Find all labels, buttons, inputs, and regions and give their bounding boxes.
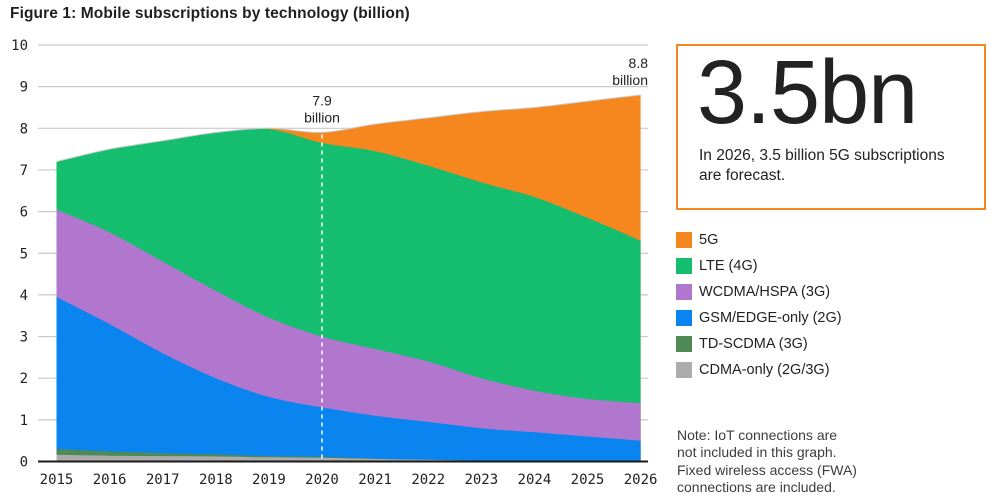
note-line-2: not included in this graph. xyxy=(677,444,837,461)
x-axis-label-2025: 2025 xyxy=(571,472,605,488)
y-axis-label-3: 3 xyxy=(20,330,28,346)
legend-item-gsm-edge-only-2g: GSM/EDGE-only (2G) xyxy=(676,310,842,326)
y-axis-label-4: 4 xyxy=(20,288,28,304)
x-axis-label-2017: 2017 xyxy=(146,472,180,488)
x-axis-label-2021: 2021 xyxy=(358,472,392,488)
y-axis-label-0: 0 xyxy=(20,455,28,471)
x-axis-label-2018: 2018 xyxy=(199,472,233,488)
annotation-2020-line-2: billion xyxy=(304,109,340,125)
callout-headline: 3.5bn xyxy=(697,43,918,143)
legend-label-5g: 5G xyxy=(699,232,719,248)
y-axis-label-10: 10 xyxy=(11,38,28,54)
legend-swatch-wcdma-hspa-3g xyxy=(676,284,692,300)
note-line-4: connections are included. xyxy=(677,479,836,496)
x-axis-label-2024: 2024 xyxy=(518,472,552,488)
legend-label-lte-4g: LTE (4G) xyxy=(699,258,758,274)
callout-body: In 2026, 3.5 billion 5G subscriptions ar… xyxy=(699,146,945,185)
x-axis-label-2015: 2015 xyxy=(40,472,74,488)
legend-label-td-scdma-3g: TD-SCDMA (3G) xyxy=(699,336,808,352)
legend-swatch-5g xyxy=(676,232,692,248)
x-axis-label-2016: 2016 xyxy=(93,472,127,488)
y-axis-label-6: 6 xyxy=(20,205,28,221)
area-cdma-only-2g-3g xyxy=(56,454,641,462)
legend-item-lte-4g: LTE (4G) xyxy=(676,258,842,274)
x-axis-label-2020: 2020 xyxy=(305,472,339,488)
legend-label-gsm-edge-only-2g: GSM/EDGE-only (2G) xyxy=(699,310,842,326)
legend-swatch-lte-4g xyxy=(676,258,692,274)
legend-label-wcdma-hspa-3g: WCDMA/HSPA (3G) xyxy=(699,284,831,300)
x-axis-label-2026: 2026 xyxy=(624,472,658,488)
y-axis-label-1: 1 xyxy=(20,413,28,429)
note-line-3: Fixed wireless access (FWA) xyxy=(677,461,857,478)
annotation-2026-line-1: 8.8 xyxy=(629,55,649,71)
legend-item-td-scdma-3g: TD-SCDMA (3G) xyxy=(676,336,842,352)
legend-item-cdma-only-2g-3g: CDMA-only (2G/3G) xyxy=(676,362,842,378)
legend-item-wcdma-hspa-3g: WCDMA/HSPA (3G) xyxy=(676,284,842,300)
callout-box: 3.5bn In 2026, 3.5 billion 5G subscripti… xyxy=(676,44,986,210)
y-axis-label-5: 5 xyxy=(20,246,28,262)
area-gsm-edge-only-2g xyxy=(56,297,641,462)
y-axis-label-2: 2 xyxy=(20,371,28,387)
legend-label-cdma-only-2g-3g: CDMA-only (2G/3G) xyxy=(699,362,830,378)
note-line-1: Note: IoT connections are xyxy=(677,427,838,443)
chart-note: Note: IoT connections are not included in… xyxy=(677,427,857,497)
x-axis-label-2019: 2019 xyxy=(252,472,286,488)
legend-swatch-gsm-edge-only-2g xyxy=(676,310,692,326)
y-axis-label-9: 9 xyxy=(20,80,28,96)
x-axis-label-2022: 2022 xyxy=(411,472,445,488)
chart-svg: 0 1 2 3 4 5 6 7 8 9 10 2015 2016 2017 2018 2019 2020 2021… xyxy=(11,38,658,488)
legend-swatch-td-scdma-3g xyxy=(676,336,692,352)
legend-item-5g: 5G xyxy=(676,232,842,248)
annotation-2026-line-2: billion xyxy=(612,72,648,88)
legend: 5G LTE (4G) WCDMA/HSPA (3G) GSM/EDGE-only (… xyxy=(676,232,842,388)
total-envelope-line xyxy=(56,94,641,163)
legend-swatch-cdma-only-2g-3g xyxy=(676,362,692,378)
y-axis-label-8: 8 xyxy=(20,121,28,137)
y-axis-label-7: 7 xyxy=(20,163,28,179)
annotation-2020-line-1: 7.9 xyxy=(312,92,332,108)
figure-title: Figure 1: Mobile subscriptions by techno… xyxy=(10,5,410,22)
x-axis-label-2023: 2023 xyxy=(464,472,498,488)
